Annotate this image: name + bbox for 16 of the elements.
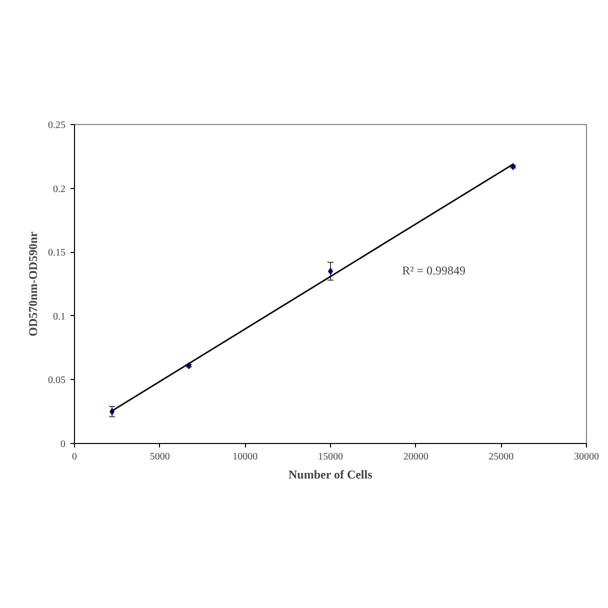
y-tick-label: 0.2 xyxy=(53,184,66,195)
y-tick-label: 0.05 xyxy=(48,375,66,386)
y-tick-label: 0.1 xyxy=(53,311,66,322)
x-tick-label: 15000 xyxy=(318,452,343,462)
x-axis-title: Number of Cells xyxy=(288,468,373,482)
y-axis-title: OD570nm-OD590nr xyxy=(26,230,40,336)
x-tick-label: 30000 xyxy=(574,452,599,462)
x-tick-label: 0 xyxy=(72,452,77,462)
x-tick-label: 20000 xyxy=(403,452,428,462)
y-tick-label: 0 xyxy=(60,439,66,450)
x-tick-label: 5000 xyxy=(150,452,170,462)
annotation: R² = 0.99849 xyxy=(402,264,466,278)
y-tick-label: 0.25 xyxy=(48,120,66,131)
x-tick-label: 10000 xyxy=(232,452,258,462)
x-tick-label: 25000 xyxy=(488,452,514,462)
y-tick-label: 0.15 xyxy=(48,248,66,259)
